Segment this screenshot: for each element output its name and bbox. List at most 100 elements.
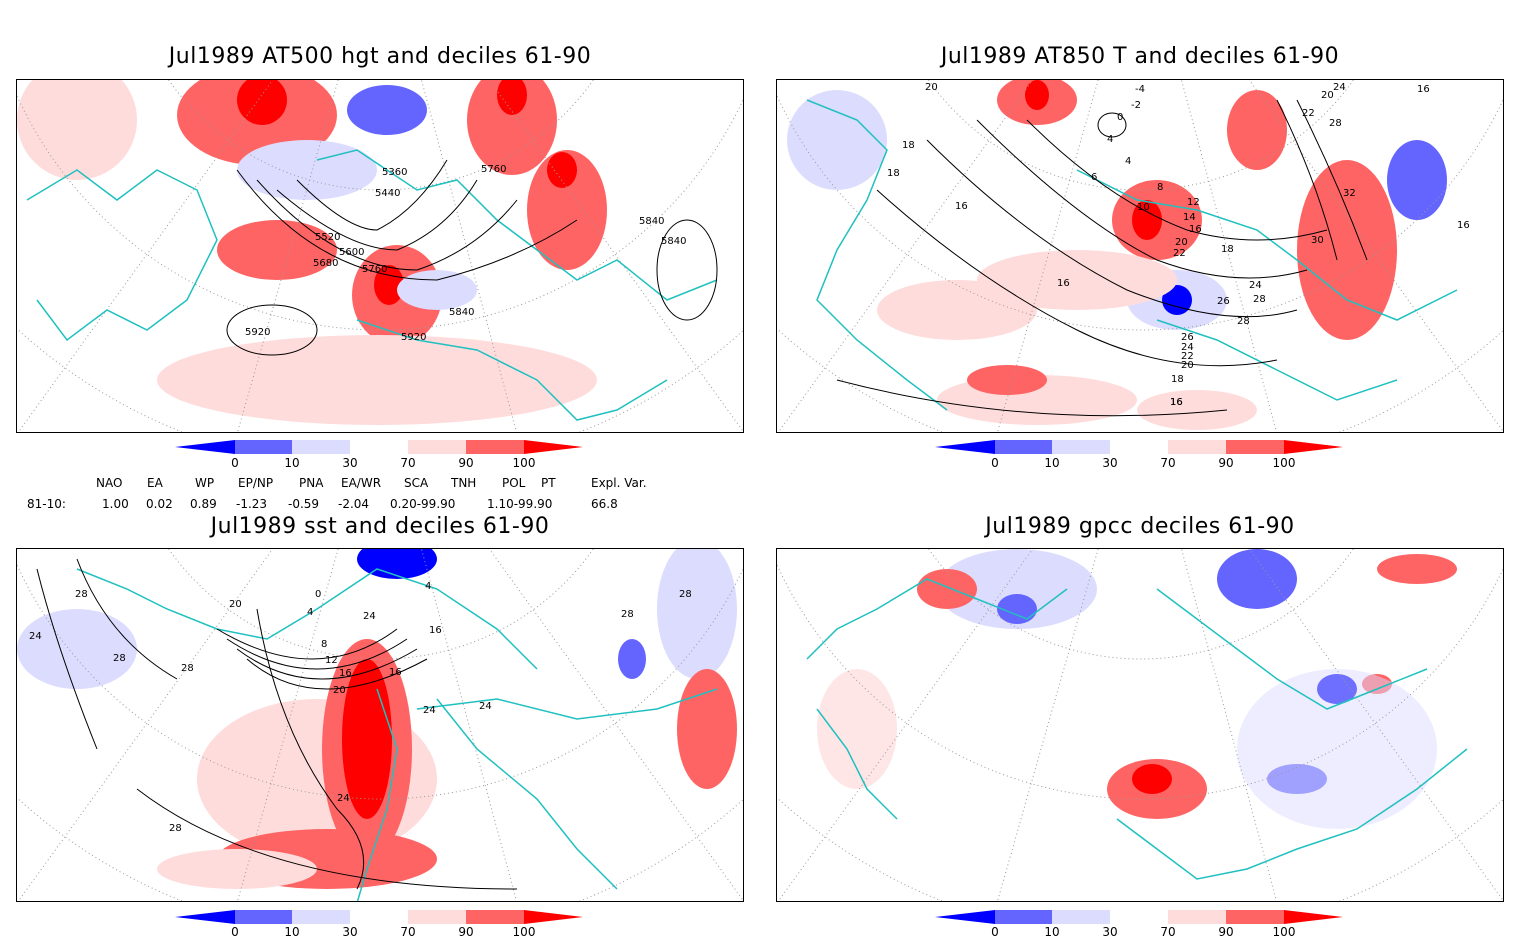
- contour-labels: 28 24 28 28 20 12 16 20 8 4 0 4 24 16 16…: [29, 581, 692, 834]
- contour-label: 16: [1189, 224, 1202, 235]
- map-gpcc-svg: [777, 549, 1503, 901]
- coastlines: [76, 568, 718, 901]
- map-sst-svg: 28 24 28 28 20 12 16 20 8 4 0 4 24 16 16…: [17, 549, 743, 901]
- colorbar-tick: 70: [1160, 925, 1176, 939]
- contour-label: 22: [1181, 351, 1194, 362]
- index-header: WP: [195, 476, 215, 490]
- contour-label: 24: [1181, 342, 1194, 353]
- colorbar-tick: 30: [342, 925, 358, 939]
- index-header: NAO: [96, 476, 123, 490]
- colorbar-tick: 100: [512, 456, 536, 470]
- contour-label: 28: [75, 589, 88, 600]
- colorbar-tick: 30: [1102, 456, 1118, 470]
- index-header: PNA: [299, 476, 324, 490]
- index-value: 0.02: [146, 497, 173, 511]
- colorbar-tick: 0: [991, 925, 999, 939]
- contour-label: 18: [1171, 374, 1184, 385]
- colorbar-z500: [175, 440, 583, 454]
- map-t850: 20 18 18 16 16 16 16 4 -2 0 -4 4 6 8 10 …: [776, 79, 1504, 433]
- colorbar-tick: 10: [284, 456, 300, 470]
- contour-label: 12: [1187, 197, 1200, 208]
- contour-label: 5840: [661, 236, 686, 247]
- contour-label: 16: [1170, 397, 1183, 408]
- contour-label: 20: [1321, 90, 1334, 101]
- graticule: [777, 80, 1503, 432]
- contour-label: 6: [1091, 172, 1097, 183]
- index-header: PT: [541, 476, 556, 490]
- contour-label: 28: [181, 663, 194, 674]
- contour-label: -4: [1135, 84, 1145, 95]
- index-header: SCA: [404, 476, 429, 490]
- contour-label: 5680: [313, 258, 338, 269]
- colorbar-tick: 0: [231, 925, 239, 939]
- colorbar-tick: 0: [231, 456, 239, 470]
- contour-label: 28: [169, 823, 182, 834]
- contour-label: 5760: [481, 164, 506, 175]
- colorbar-t850: [935, 440, 1343, 454]
- colorbar-tick: 100: [1272, 456, 1296, 470]
- colorbar-tick: 30: [342, 456, 358, 470]
- contour-label: 20: [925, 82, 938, 93]
- coastlines: [806, 99, 1458, 411]
- coastlines: [26, 149, 718, 421]
- contour-label: 0: [1117, 112, 1123, 123]
- contours: [36, 558, 518, 890]
- contour-labels: 5360 5440 5520 5600 5680 5760 5760 5840 …: [245, 164, 686, 343]
- contour-label: 20: [229, 599, 242, 610]
- index-row-label: 81-10:: [27, 497, 66, 511]
- contour-label: 30: [1311, 235, 1324, 246]
- contour-label: 26: [1217, 296, 1230, 307]
- contour-label: -2: [1131, 100, 1141, 111]
- contour-label: 16: [955, 201, 968, 212]
- contour-label: 14: [1183, 212, 1196, 223]
- contour-label: 28: [1237, 316, 1250, 327]
- index-header: EA: [147, 476, 163, 490]
- contour-label: 18: [902, 140, 915, 151]
- contour-label: 18: [1221, 244, 1234, 255]
- colorbar-tick: 100: [1272, 925, 1296, 939]
- contour-label: 5840: [449, 307, 474, 318]
- contour-label: 5760: [362, 264, 387, 275]
- contours: [836, 99, 1368, 417]
- colorbar-gpcc: [935, 910, 1343, 924]
- index-value: 0.20-99.90: [390, 497, 456, 511]
- graticule: [17, 80, 743, 432]
- contour-label: 20: [333, 685, 346, 696]
- contour-label: 5440: [375, 188, 400, 199]
- contour-label: 28: [679, 589, 692, 600]
- contour-label: 26: [1181, 332, 1194, 343]
- graticule: [17, 549, 743, 901]
- map-z500-svg: 5360 5440 5520 5600 5680 5760 5760 5840 …: [17, 80, 743, 432]
- index-header: POL: [502, 476, 526, 490]
- contour-label: 22: [1173, 248, 1186, 259]
- contour-label: 20: [1181, 360, 1194, 371]
- contour-label: 0: [315, 589, 321, 600]
- contour-label: 24: [337, 793, 350, 804]
- coastlines: [806, 578, 1468, 880]
- contour-label: 16: [339, 668, 352, 679]
- contours: [226, 159, 718, 356]
- contour-label: 16: [1417, 84, 1430, 95]
- map-t850-svg: 20 18 18 16 16 16 16 4 -2 0 -4 4 6 8 10 …: [777, 80, 1503, 432]
- contour-label: 24: [423, 705, 436, 716]
- colorbar-tick: 70: [400, 456, 416, 470]
- contour-label: 5840: [639, 216, 664, 227]
- contour-label: 5920: [245, 327, 270, 338]
- colorbar-tick: 70: [1160, 456, 1176, 470]
- contour-label: 28: [621, 609, 634, 620]
- contour-label: 8: [1157, 182, 1163, 193]
- contour-label: 16: [1057, 278, 1070, 289]
- colorbar-sst: [175, 910, 583, 924]
- colorbar-tick: 70: [400, 925, 416, 939]
- contour-label: 10: [1137, 202, 1150, 213]
- map-sst: 28 24 28 28 20 12 16 20 8 4 0 4 24 16 16…: [16, 548, 744, 902]
- index-value: -0.59: [288, 497, 320, 511]
- contour-label: 18: [887, 168, 900, 179]
- colorbar-tick: 90: [458, 925, 474, 939]
- contour-label: 12: [325, 655, 338, 666]
- contour-labels: 20 18 18 16 16 16 16 4 -2 0 -4 4 6 8 10 …: [887, 82, 1470, 408]
- contour-label: 5920: [401, 332, 426, 343]
- contour-label: 4: [1125, 156, 1131, 167]
- contour-label: 16: [389, 667, 402, 678]
- contour-label: 16: [1457, 220, 1470, 231]
